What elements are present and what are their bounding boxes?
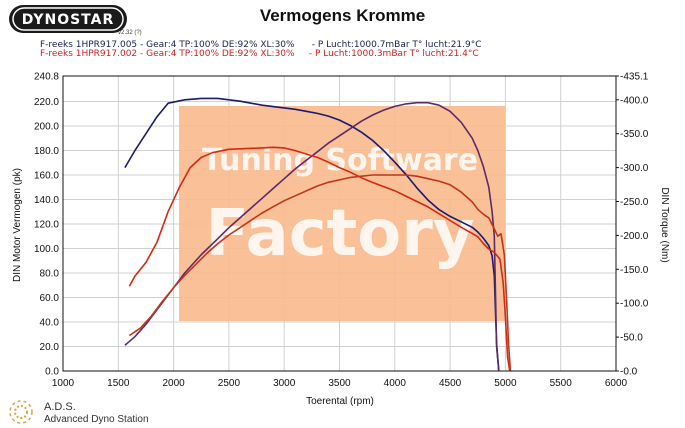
y2-tick-label: -50.0 bbox=[620, 333, 643, 344]
y2-tick-label: -400.0 bbox=[620, 95, 649, 106]
watermark-line-2: Factory bbox=[206, 197, 475, 271]
series-line-1 bbox=[124, 97, 500, 372]
series-line-4 bbox=[128, 174, 512, 372]
y2-tick-label: -200.0 bbox=[620, 231, 649, 242]
y2-tick-label: -300.0 bbox=[620, 163, 649, 174]
y-tick-label: 180.0 bbox=[34, 146, 59, 157]
y2-tick-label: -0.0 bbox=[620, 367, 638, 378]
dynostar-logo: DYNOSTAR bbox=[9, 5, 127, 33]
series bbox=[124, 97, 512, 372]
x-tick-label: 5500 bbox=[550, 378, 573, 389]
y-tick-label: 40.0 bbox=[40, 317, 60, 328]
series-line-3 bbox=[128, 146, 511, 372]
x-tick-label: 6000 bbox=[605, 378, 628, 389]
ads-title: A.D.S. bbox=[44, 401, 76, 413]
y2-tick-label: -250.0 bbox=[620, 197, 649, 208]
y-tick-label: 100.0 bbox=[34, 244, 59, 255]
y-tick-label: 240.8 bbox=[34, 72, 59, 83]
y-tick-label: 200.0 bbox=[34, 121, 59, 132]
ads-logo bbox=[9, 400, 33, 424]
y-tick-label: 160.0 bbox=[34, 170, 59, 181]
y-tick-label: 120.0 bbox=[34, 219, 59, 230]
y-tick-label: 80.0 bbox=[40, 268, 60, 279]
chart-title: Vermogens Kromme bbox=[259, 6, 426, 25]
legend-run-1: F-reeks 1HPR917.005 - Gear:4 TP:100% DE:… bbox=[40, 40, 482, 50]
y2-axis-label: DIN Torque (Nm) bbox=[659, 187, 670, 262]
x-tick-label: 1000 bbox=[52, 378, 75, 389]
dynostar-logo-text: DYNOSTAR bbox=[22, 12, 115, 28]
y-tick-label: 20.0 bbox=[40, 342, 60, 353]
y2-tick-label: -435.1 bbox=[620, 72, 649, 83]
y-tick-label: 140.0 bbox=[34, 195, 59, 206]
legend-run-2: F-reeks 1HPR917.002 - Gear:4 TP:100% DE:… bbox=[40, 49, 479, 59]
watermark: Tuning Software Factory bbox=[179, 106, 505, 321]
brand-sub: v2.32 (?) bbox=[118, 30, 142, 36]
y-tick-label: 220.0 bbox=[34, 97, 59, 108]
axes: 1000 1500 2000 2500 3000 3500 4000 4500 5000 5500… bbox=[34, 72, 649, 390]
y-tick-label: 60.0 bbox=[40, 293, 60, 304]
y2-tick-label: -150.0 bbox=[620, 265, 649, 276]
x-tick-label: 3500 bbox=[328, 378, 351, 389]
ads-subtitle: Advanced Dyno Station bbox=[44, 414, 149, 425]
y-tick-label: 0.0 bbox=[45, 367, 59, 378]
y-axis-label: DIN Motor Vermogen (pk) bbox=[12, 168, 23, 282]
series-line-2 bbox=[124, 101, 500, 372]
watermark-box bbox=[179, 106, 505, 321]
y2-tick-label: -350.0 bbox=[620, 129, 649, 140]
x-axis-label: Toerental (rpm) bbox=[306, 396, 374, 407]
x-tick-label: 2000 bbox=[162, 378, 185, 389]
x-tick-label: 4500 bbox=[439, 378, 462, 389]
x-tick-label: 5000 bbox=[494, 378, 517, 389]
x-tick-label: 1500 bbox=[107, 378, 130, 389]
y2-tick-label: -100.0 bbox=[620, 299, 649, 310]
plot-frame bbox=[62, 75, 617, 372]
x-tick-label: 2500 bbox=[218, 378, 241, 389]
x-tick-label: 3000 bbox=[273, 378, 296, 389]
x-tick-label: 4000 bbox=[384, 378, 407, 389]
